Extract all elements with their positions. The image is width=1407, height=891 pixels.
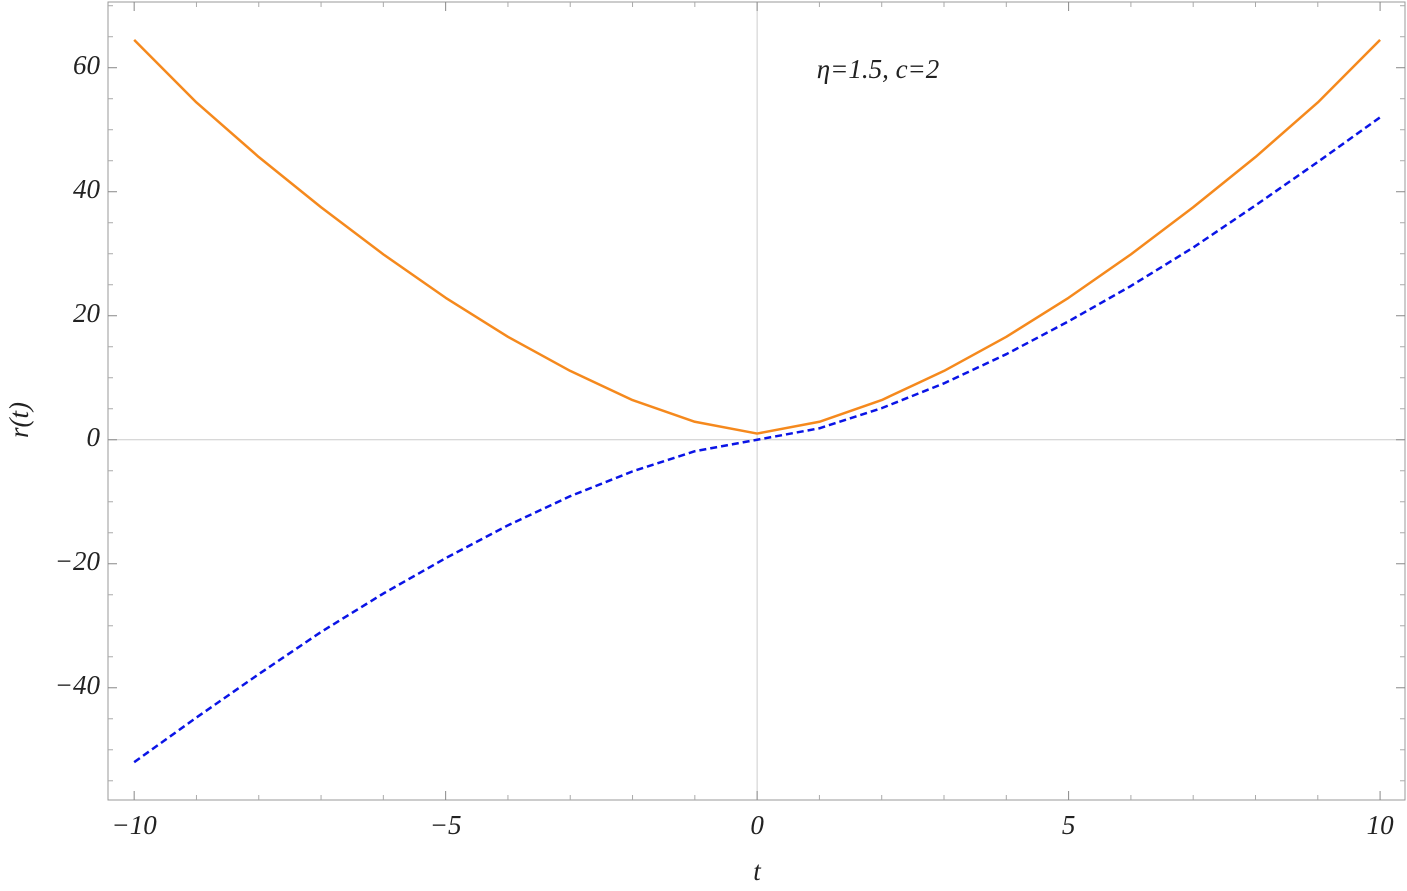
x-tick-label: −10 [112,810,158,840]
plot-frame [107,1,1406,801]
y-axis-label: r(t) [4,402,34,438]
y-tick-label: 0 [87,422,101,452]
y-tick-label: −40 [55,670,101,700]
y-tick-label: 40 [73,174,101,204]
x-tick-label: 10 [1367,810,1395,840]
y-tick-label: 20 [73,298,101,328]
series-line [133,38,1381,435]
y-tick-label: −20 [55,546,101,576]
x-tick-label: 0 [750,810,764,840]
x-tick-label: −5 [430,810,462,840]
series-line [133,116,1381,764]
x-axis-label: t [753,856,762,886]
x-tick-label: 5 [1062,810,1076,840]
y-tick-label: 60 [73,50,101,80]
annotation: η=1.5, c=2 [817,54,940,84]
